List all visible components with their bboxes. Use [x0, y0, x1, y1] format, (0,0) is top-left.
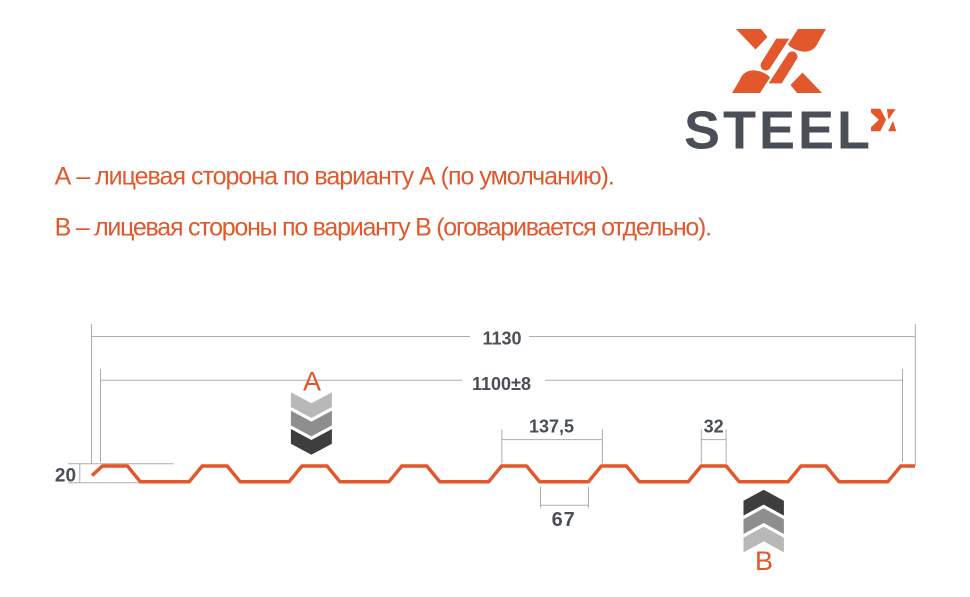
svg-text:A: A [303, 367, 321, 397]
svg-text:B: B [755, 546, 773, 576]
svg-text:32: 32 [704, 417, 724, 437]
svg-text:А – лицевая сторона по вариант: А – лицевая сторона по варианту А (по ум… [55, 162, 614, 190]
svg-text:1130: 1130 [482, 329, 521, 349]
svg-text:20: 20 [55, 466, 76, 487]
svg-text:1100±8: 1100±8 [472, 374, 531, 394]
svg-text:137,5: 137,5 [529, 417, 574, 437]
svg-text:67: 67 [552, 509, 576, 531]
svg-text:STEEL: STEEL [684, 101, 873, 161]
svg-text:В – лицевая стороны по вариант: В – лицевая стороны по варианту В (огова… [55, 213, 711, 241]
